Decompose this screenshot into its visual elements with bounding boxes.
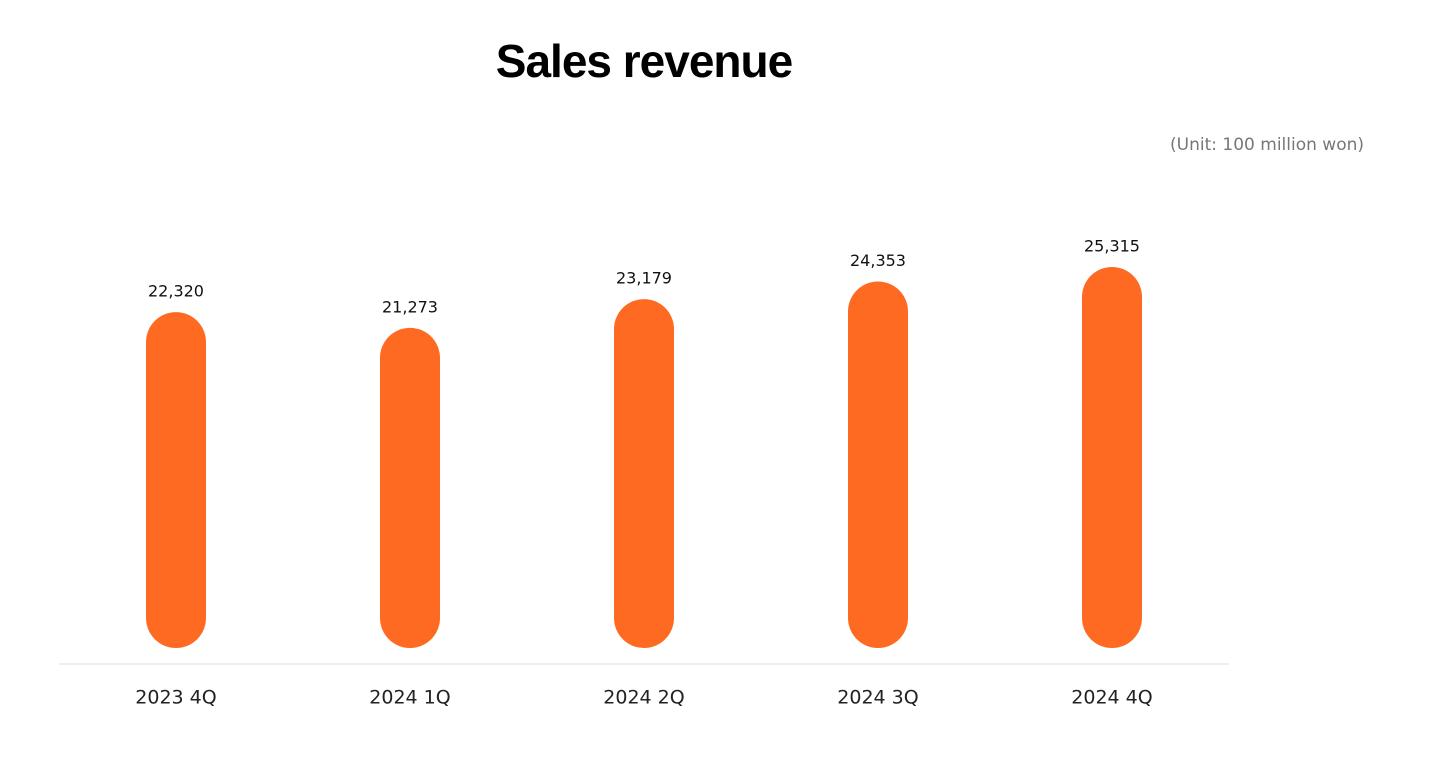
x-tick-label: 2024 4Q	[1071, 687, 1152, 709]
x-tick-label: 2024 1Q	[369, 687, 450, 709]
bar	[380, 327, 440, 648]
value-label: 25,315	[1084, 237, 1140, 256]
chart-title: Sales revenue	[496, 35, 793, 87]
x-tick-label: 2023 4Q	[135, 687, 216, 709]
bar	[614, 299, 674, 648]
unit-note: (Unit: 100 million won)	[1170, 135, 1364, 155]
x-tick-label: 2024 3Q	[837, 687, 918, 709]
bar	[146, 312, 206, 648]
value-label: 23,179	[616, 269, 672, 288]
value-label: 24,353	[850, 251, 906, 270]
x-tick-label: 2024 2Q	[603, 687, 684, 709]
bar	[1082, 267, 1142, 648]
value-label: 22,320	[148, 282, 204, 301]
bar	[848, 281, 908, 648]
value-label: 21,273	[382, 297, 438, 316]
